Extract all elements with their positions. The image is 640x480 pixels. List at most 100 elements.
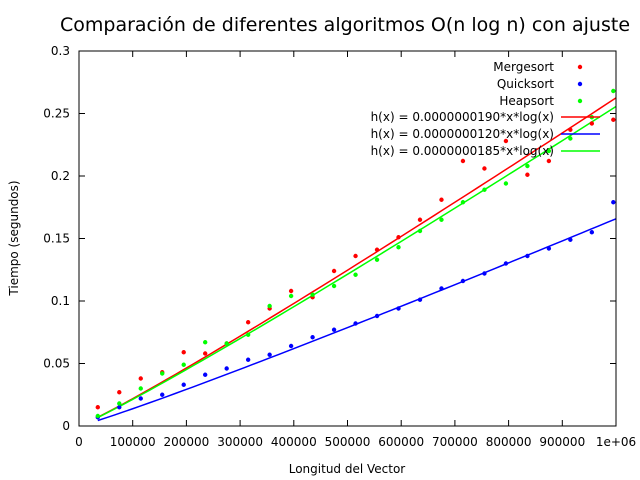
data-point-heapsort-13 [353,272,358,277]
legend: Mergesort Quicksort Heapsort h(x) = 0.00000… [371,60,600,158]
data-point-heapsort-2 [117,401,122,406]
x-tick-label: 700000 [432,435,478,449]
data-point-mergesort-19 [482,166,487,171]
data-point-mergesort-20 [503,138,509,144]
data-point-quicksort-20 [503,261,509,266]
legend-label-fit-2: h(x) = 0.0000000120*x*log(x) [371,127,554,141]
data-point-mergesort-24 [589,121,595,126]
data-point-quicksort-18 [460,278,466,284]
data-point-heapsort-10 [288,293,294,299]
legend-label-heapsort: Heapsort [499,94,554,108]
x-tick-label: 200000 [163,435,209,449]
data-point-mergesort-25 [611,117,616,122]
data-point-heapsort-19 [482,187,487,192]
data-point-heapsort-21 [525,163,530,169]
y-tick-label: 0.1 [51,294,70,308]
chart-title: Comparación de diferentes algoritmos O(n… [60,14,630,36]
fit-line-1 [97,97,617,418]
data-point-mergesort-15 [396,235,401,240]
data-point-quicksort-8 [245,357,251,362]
data-point-heapsort-23 [568,136,573,141]
data-point-heapsort-22 [546,148,552,154]
data-point-quicksort-16 [417,297,423,302]
plot-area [95,88,617,422]
x-axis-label: Longitud del Vector [289,462,406,476]
data-point-heapsort-25 [611,88,616,94]
data-point-quicksort-24 [589,230,595,235]
data-point-mergesort-5 [181,350,186,355]
data-point-quicksort-6 [202,372,208,377]
data-point-heapsort-9 [267,303,272,309]
y-tick-label: 0.05 [43,357,70,371]
data-point-heapsort-11 [310,292,315,297]
data-point-mergesort-22 [546,158,552,164]
legend-marker-mergesort [577,64,583,70]
data-point-quicksort-4 [160,392,165,397]
data-point-heapsort-15 [396,245,401,250]
data-point-mergesort-1 [95,405,100,410]
data-point-heapsort-3 [138,386,143,391]
data-point-quicksort-14 [374,313,380,319]
legend-label-mergesort: Mergesort [493,60,554,74]
y-tick-label: 0.2 [51,169,70,183]
data-point-quicksort-10 [288,343,294,349]
data-point-mergesort-6 [202,351,208,356]
y-tick-label: 0 [62,419,70,433]
fit-line-2 [97,218,617,422]
data-point-quicksort-7 [224,366,229,371]
data-point-quicksort-9 [267,352,272,357]
data-point-heapsort-12 [331,283,337,289]
x-tick-label: 400000 [271,435,317,449]
data-point-mergesort-21 [525,172,530,177]
data-point-mergesort-16 [417,217,423,222]
data-point-quicksort-5 [181,382,186,387]
data-point-quicksort-22 [546,246,552,251]
y-tick-label: 0.3 [51,44,70,58]
x-tick-label: 900000 [539,435,585,449]
y-tick-label: 0.15 [43,232,70,246]
data-point-mergesort-10 [288,288,294,294]
data-point-quicksort-11 [310,335,315,340]
data-point-quicksort-15 [396,306,401,311]
data-point-heapsort-14 [374,257,380,262]
x-tick-label: 800000 [486,435,532,449]
data-point-quicksort-2 [117,405,122,410]
data-point-heapsort-1 [95,413,100,419]
data-point-heapsort-8 [245,332,251,337]
data-point-mergesort-17 [439,197,444,202]
fit-line-3 [97,105,617,419]
data-point-heapsort-6 [202,340,208,345]
data-point-quicksort-3 [138,396,143,401]
legend-label-fit-1: h(x) = 0.0000000190*x*log(x) [371,110,554,124]
data-point-heapsort-16 [417,228,423,234]
legend-label-fit-3: h(x) = 0.0000000185*x*log(x) [371,144,554,158]
data-point-mergesort-18 [460,158,466,164]
data-point-heapsort-4 [160,371,165,376]
x-tick-label: 1e+06 [596,435,636,449]
data-point-mergesort-23 [568,127,573,132]
y-axis-label: Tiempo (segundos) [7,180,21,296]
data-point-quicksort-12 [331,327,337,332]
x-tick-label: 0 [75,435,83,449]
data-point-mergesort-3 [138,376,143,381]
x-tick-label: 600000 [378,435,424,449]
data-point-quicksort-13 [353,321,358,326]
data-point-heapsort-5 [181,362,186,367]
data-point-mergesort-14 [374,247,380,252]
x-tick-label: 500000 [325,435,371,449]
data-point-mergesort-13 [353,253,358,259]
data-point-mergesort-2 [117,390,122,395]
data-point-mergesort-12 [331,268,337,274]
legend-marker-quicksort [577,81,583,87]
legend-label-quicksort: Quicksort [497,77,554,91]
legend-marker-heapsort [577,98,583,104]
data-point-quicksort-21 [525,253,530,259]
y-tick-label: 0.25 [43,107,70,121]
data-point-quicksort-17 [439,286,444,291]
data-point-quicksort-23 [568,237,573,242]
data-point-heapsort-18 [460,200,466,205]
data-point-heapsort-7 [224,341,229,346]
data-point-heapsort-20 [503,181,509,186]
axes: 0 100000 200000 300000 400000 500000 600000 700… [43,44,636,449]
